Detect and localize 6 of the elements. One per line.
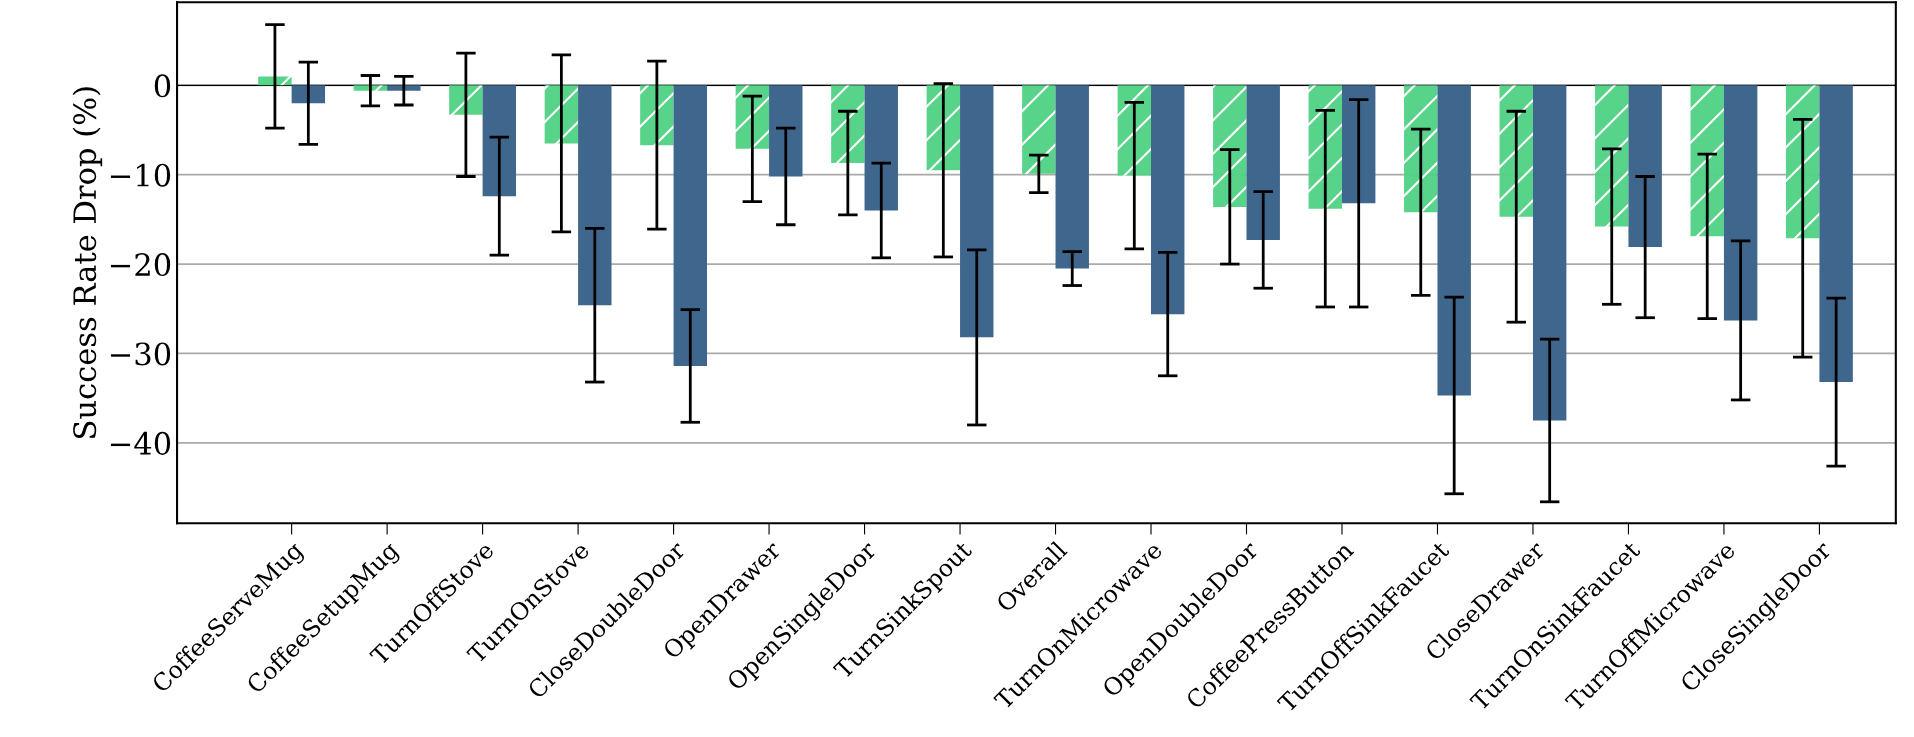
y-tick-label: −10	[110, 163, 171, 187]
y-tick-label: 0	[154, 74, 171, 98]
y-tick-label: −30	[110, 342, 171, 366]
y-axis-title: Success Rate Drop (%)	[72, 87, 103, 438]
y-tick-label: −20	[110, 253, 171, 277]
y-tick-label: −40	[110, 431, 171, 455]
